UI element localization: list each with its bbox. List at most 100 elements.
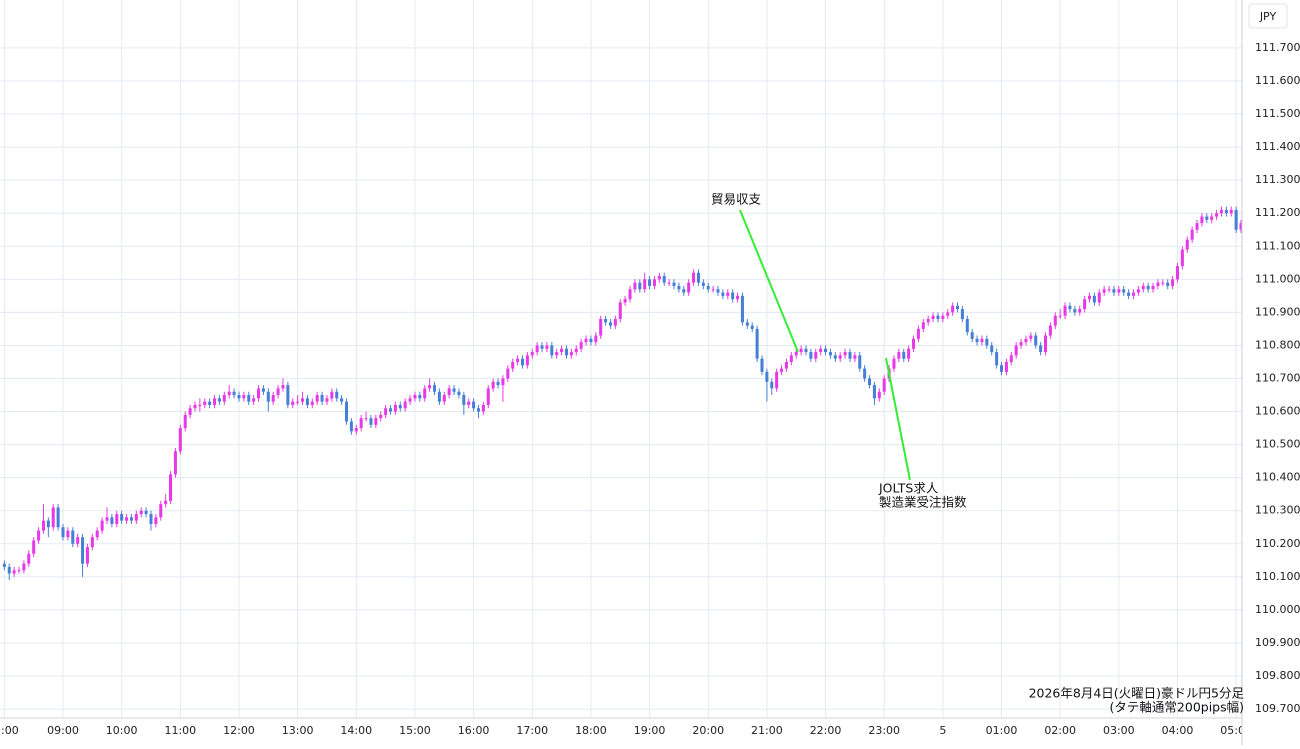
y-tick-label: 111.100 xyxy=(1255,239,1300,252)
candle-body xyxy=(652,279,656,286)
candle-body xyxy=(320,395,324,402)
candle-body xyxy=(496,381,500,386)
candle-body xyxy=(648,279,652,286)
candle-body xyxy=(291,401,295,405)
candle-body xyxy=(266,391,270,402)
candle-body xyxy=(105,517,109,521)
y-tick-label: 110.000 xyxy=(1255,603,1300,616)
y-tick-label: 111.300 xyxy=(1255,173,1300,186)
candle-body xyxy=(784,361,788,369)
y-tick-label: 111.500 xyxy=(1255,107,1300,120)
candle-body xyxy=(907,348,911,359)
candle-body xyxy=(393,404,397,412)
y-tick-label: 110.800 xyxy=(1255,338,1300,351)
candle-body xyxy=(12,570,16,574)
candle-body xyxy=(247,395,251,402)
candle-body xyxy=(120,514,124,521)
candle-body xyxy=(736,295,740,300)
candle-body xyxy=(726,292,730,296)
candle-body xyxy=(902,352,906,359)
x-tick-label: 17:00 xyxy=(516,724,548,737)
candle-body xyxy=(27,553,31,564)
candle-body xyxy=(159,504,163,518)
candle-body xyxy=(423,388,427,399)
candle-body xyxy=(765,371,769,382)
candle-body xyxy=(775,371,779,389)
x-tick-label: :00 xyxy=(1,724,19,737)
candle-body xyxy=(809,352,813,359)
candle-body xyxy=(745,322,749,326)
candle-body xyxy=(305,398,309,405)
candle-body xyxy=(1107,289,1111,291)
candle-body xyxy=(916,328,920,339)
candle-body xyxy=(344,401,349,422)
candle-body xyxy=(931,315,935,320)
candle-body xyxy=(946,312,950,316)
candle-body xyxy=(66,530,70,538)
y-tick-label: 110.300 xyxy=(1255,504,1300,517)
candle-body xyxy=(1180,249,1184,267)
candle-body xyxy=(618,302,622,320)
candle-body xyxy=(2,563,6,567)
candle-body xyxy=(1024,338,1028,343)
x-tick-label: 5 xyxy=(939,724,946,737)
candle-body xyxy=(550,345,554,356)
candle-body xyxy=(1122,289,1126,293)
x-tick-label: 23:00 xyxy=(868,724,900,737)
candle-body xyxy=(418,395,422,399)
currency-label: JPY xyxy=(1259,10,1277,23)
candle-body xyxy=(780,368,784,372)
candle-body xyxy=(574,348,578,353)
candle-body xyxy=(340,398,344,402)
candle-body xyxy=(970,332,974,339)
candle-body xyxy=(296,401,300,403)
x-axis: :00 09:00 10:00 11:00 12:00 13:00 14:00 15:00 16… xyxy=(1,724,1242,737)
candle-body xyxy=(999,365,1004,372)
candle-body xyxy=(672,282,676,286)
x-tick-label: 19:00 xyxy=(634,724,666,737)
candle-body xyxy=(1146,285,1150,290)
candle-body xyxy=(1200,216,1204,224)
candle-body xyxy=(208,401,212,405)
candle-body xyxy=(359,418,363,429)
candle-body xyxy=(560,348,564,353)
candle-body xyxy=(242,395,246,399)
candle-body xyxy=(408,398,412,402)
candle-body xyxy=(804,348,808,353)
candle-body xyxy=(819,348,823,353)
candle-body xyxy=(1097,292,1101,303)
candle-body xyxy=(462,395,466,405)
candle-body xyxy=(789,355,793,362)
candle-body xyxy=(1058,315,1062,317)
candle-body xyxy=(413,395,417,399)
annotation-leader xyxy=(739,209,799,353)
candle-body xyxy=(1136,289,1140,293)
candle-body xyxy=(750,325,754,329)
candle-body xyxy=(90,537,94,548)
candle-body xyxy=(1029,335,1033,339)
candle-body xyxy=(374,418,378,425)
currency-box xyxy=(1248,3,1288,29)
candle-body xyxy=(144,510,148,515)
candle-body xyxy=(706,285,710,290)
candle-body xyxy=(85,547,89,564)
candle-body xyxy=(354,428,358,432)
candle-body xyxy=(799,348,803,353)
candle-body xyxy=(388,408,393,412)
candle-body xyxy=(965,319,969,333)
candle-body xyxy=(814,352,818,359)
candle-body xyxy=(687,282,691,293)
candle-body xyxy=(1034,335,1038,346)
candle-body xyxy=(398,404,402,409)
candle-body xyxy=(941,315,945,320)
candle-body xyxy=(222,395,226,402)
candle-body xyxy=(164,500,168,505)
x-tick-label: 16:00 xyxy=(458,724,490,737)
candle-body xyxy=(432,385,437,392)
candle-body xyxy=(1014,345,1018,356)
candle-body xyxy=(198,404,202,406)
candle-body xyxy=(1195,223,1199,230)
x-tick-label: 02:00 xyxy=(1044,724,1076,737)
candle-body xyxy=(1112,289,1116,293)
